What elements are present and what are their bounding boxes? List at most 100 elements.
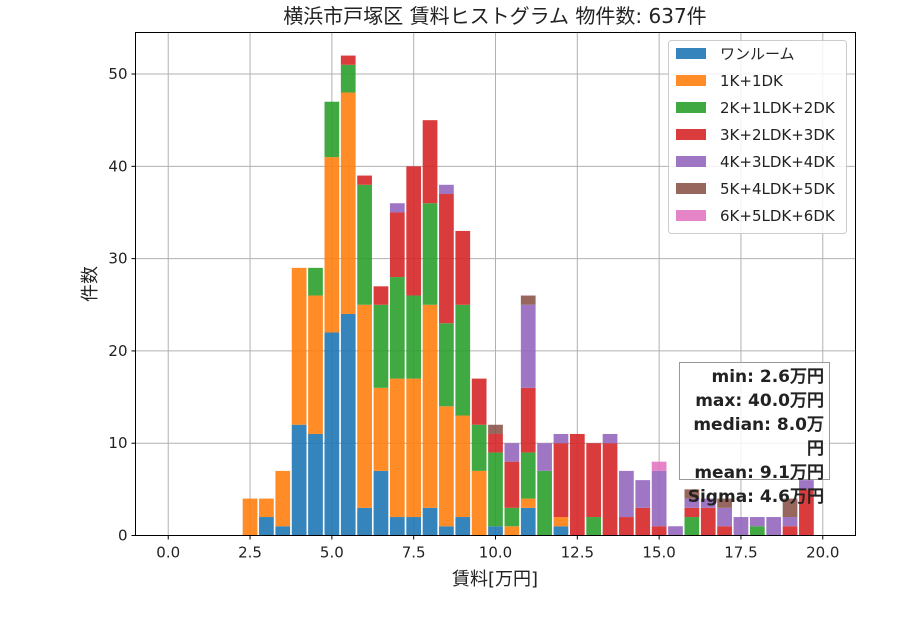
y-tick-label: 50 [108,65,127,83]
bar-4-19.5 [799,480,814,490]
bar-1-6 [357,304,372,508]
bar-0-4 [291,424,307,536]
bar-4-7 [389,203,405,213]
bar-3-8 [422,120,438,204]
bar-2-16 [684,517,700,536]
legend-swatch [676,75,706,86]
bar-4-16 [684,498,700,508]
bar-0-9 [455,517,471,536]
y-tick-label: 30 [108,250,127,268]
bar-3-14 [619,517,634,536]
stat-max: max: 40.0万円 [695,391,824,411]
bar-2-11 [520,452,536,499]
legend-frame [668,40,847,234]
bar-3-17 [717,526,732,536]
bar-1-4 [291,267,307,425]
x-tick-label: 12.5 [561,544,594,562]
legend-swatch [676,210,706,221]
bar-0-12 [553,526,569,536]
bar-1-8.5 [439,406,454,527]
bar-0-6.5 [373,470,389,536]
bar-4-14.5 [635,480,651,508]
bar-3-9 [455,230,471,305]
legend: ワンルーム 1K+1DK 2K+1LDK+2DK 3K+2LDK+3DK 4K+3LDK… [668,40,847,234]
x-tick-label: 15.0 [642,544,675,562]
legend-label: 3K+2LDK+3DK [720,126,836,144]
bar-4-10.5 [504,443,520,462]
bar-0-8 [422,507,438,536]
bar-3-10.5 [504,461,520,508]
bar-2-18 [749,526,765,536]
bar-3-13 [586,443,602,518]
stat-mean: mean: 9.1万円 [694,463,824,483]
bar-3-6.5 [373,286,389,305]
bar-3-8.5 [439,194,454,324]
bar-3-5.5 [340,55,356,65]
bar-0-7 [389,517,405,536]
stat-min: min: 2.6万円 [711,367,824,387]
bar-1-10.5 [504,526,520,536]
bar-0-5 [324,332,340,536]
y-tick-label: 20 [108,342,127,360]
legend-swatch [676,183,706,194]
bar-3-12.5 [569,433,585,536]
bar-1-11 [520,498,536,508]
x-tick-label: 10.0 [479,544,512,562]
bar-4-12 [553,433,569,444]
bar-4-17 [717,507,732,527]
legend-label: 6K+5LDK+6DK [720,207,836,225]
bar-0-3.5 [275,526,291,536]
bar-2-9 [455,304,471,416]
bar-3-19 [782,526,798,536]
bar-2-4.5 [308,267,323,296]
legend-swatch [676,102,706,113]
bar-2-5 [324,101,340,158]
bar-3-14.5 [635,507,651,536]
bar-3-19.5 [799,489,814,536]
bar-4-11 [520,304,536,388]
bar-5-19 [782,498,798,518]
bar-2-5.5 [340,64,356,93]
stat-sigma: Sigma: 4.6万円 [687,487,824,507]
legend-swatch [676,129,706,140]
bar-3-16 [684,507,700,518]
bar-2-9.5 [471,424,487,471]
bar-2-7 [389,277,405,379]
bar-5-10 [488,424,503,434]
x-tick-label: 2.5 [238,544,262,562]
bar-2-13 [586,517,602,536]
bar-4-18.5 [766,517,782,536]
bars-layer [242,55,814,536]
bar-2-8 [422,203,438,305]
bar-5-16 [684,489,700,499]
bar-4-16.5 [700,498,716,508]
bar-4-13.5 [602,433,618,444]
legend-label: 2K+1LDK+2DK [720,99,836,117]
bar-4-15.5 [668,526,683,536]
bar-1-5.5 [340,92,356,314]
bar-4-8.5 [439,184,454,195]
bar-3-10 [488,433,503,453]
bar-1-9 [455,415,471,518]
bar-2-11.5 [537,470,552,536]
bar-1-7 [389,378,405,518]
stat-median: median: 8.0万円 [693,415,824,459]
bar-2-7.5 [406,295,422,379]
bar-3-16.5 [700,507,716,536]
bar-0-10 [488,526,503,536]
x-axis-ticks: 0.0 2.5 5.0 7.5 10.0 12.5 15.0 17.5 20.0 [156,535,839,562]
x-tick-label: 7.5 [402,544,426,562]
bar-1-12 [553,517,569,527]
bar-3-11 [520,387,536,453]
x-tick-label: 17.5 [724,544,757,562]
bar-0-8.5 [439,526,454,536]
x-tick-label: 5.0 [320,544,344,562]
bar-5-11 [520,295,536,305]
bar-3-9.5 [471,378,487,425]
legend-swatch [676,48,706,59]
bar-0-4.5 [308,433,323,536]
y-axis-ticks: 0 10 20 30 40 50 [108,65,136,545]
bar-0-6 [357,507,372,536]
legend-label: ワンルーム [720,45,795,63]
